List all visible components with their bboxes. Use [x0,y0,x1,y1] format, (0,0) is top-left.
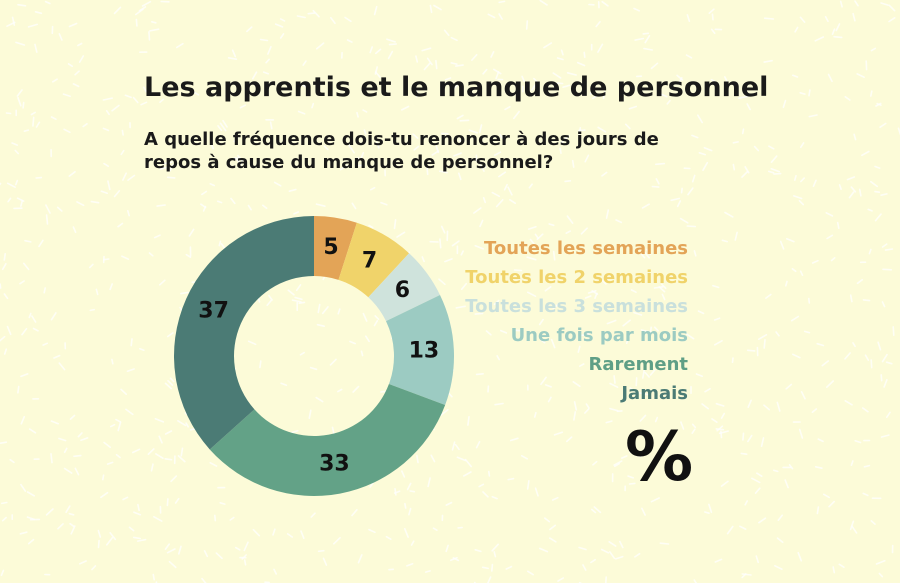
donut-slice [209,384,446,496]
donut-slice [338,222,410,298]
chart-subtitle: A quelle fréquence dois-tu renoncer à de… [144,129,659,173]
donut-slice [314,216,357,280]
legend-item-jamais: Jamais [621,383,688,404]
donut-data-label: 33 [319,452,350,477]
legend-item-toutes-les-semaines: Toutes les semaines [484,238,688,259]
donut-slice [386,294,454,406]
legend: Toutes les semaines Toutes les 2 semaine… [465,234,688,408]
donut-data-label: 13 [409,338,440,363]
legend-item-toutes-les-2-semaines: Toutes les 2 semaines [465,267,688,288]
donut-chart: 576 13 33 37 [174,216,454,496]
legend-item-une-fois-par-mois: Une fois par mois [510,325,688,346]
donut-data-label: 5 [323,235,338,260]
donut-data-label: 6 [395,278,410,303]
donut-slice [174,216,314,450]
chart-title: Les apprentis et le manque de personnel [144,72,769,103]
donut-data-label: 37 [198,299,229,324]
donut-data-label: 7 [362,249,377,274]
unit-percent-label: % [625,418,694,497]
legend-item-rarement: Rarement [588,354,688,375]
legend-item-toutes-les-3-semaines: Toutes les 3 semaines [465,296,688,317]
donut-slice [368,253,441,322]
